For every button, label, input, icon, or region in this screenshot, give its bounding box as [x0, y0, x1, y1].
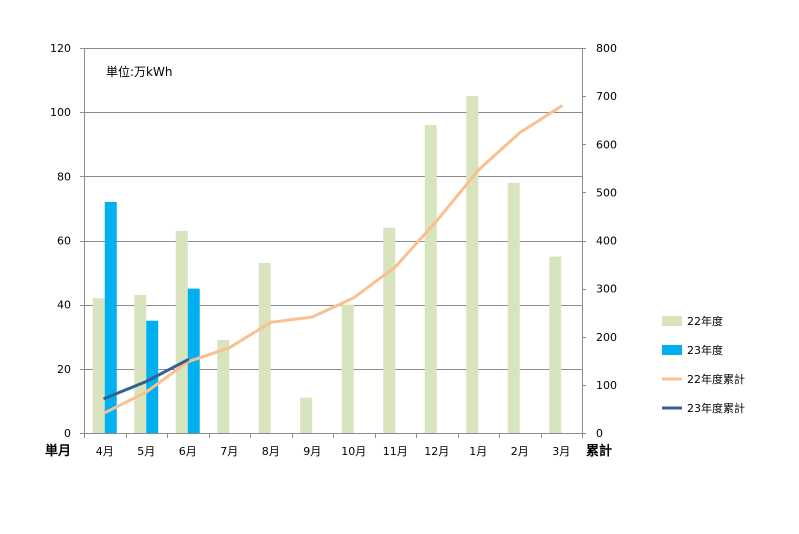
bar-fy23 — [104, 202, 117, 433]
line-fy22-cumulative — [103, 104, 563, 415]
bar-fy22 — [549, 256, 562, 433]
bar-fy22 — [175, 230, 188, 433]
x-tick-label: 2月 — [511, 445, 529, 458]
bars — [92, 96, 562, 433]
y-right-tick-label: 500 — [596, 186, 617, 199]
right-axis-title: 累計 — [586, 443, 612, 459]
x-tick-label: 12月 — [424, 445, 449, 458]
y-left-tick-label: 20 — [57, 363, 71, 376]
bar-fy22 — [258, 262, 271, 433]
legend-label: 23年度累計 — [687, 401, 745, 415]
bar-fy22 — [300, 397, 313, 433]
y-left-tick-label: 60 — [57, 235, 71, 248]
line-fy23-cumulative — [103, 358, 190, 400]
legend-label: 23年度 — [687, 343, 723, 357]
bar-fy22 — [507, 182, 520, 433]
bar-fy22 — [424, 125, 437, 433]
axes: 0 20 40 60 80 100 120 0 100 200 300 400 500 600 700 800… — [50, 42, 617, 458]
legend-swatch — [662, 316, 682, 326]
y-left-tick-label: 0 — [64, 427, 71, 440]
bar-fy22 — [134, 295, 147, 433]
legend: 22年度 23年度 22年度累計 23年度累計 — [662, 314, 745, 415]
y-right-tick-label: 100 — [596, 379, 617, 392]
bar-fy22 — [466, 96, 479, 433]
y-left-tick-label: 100 — [50, 106, 71, 119]
x-tick-label: 5月 — [137, 445, 155, 458]
legend-label: 22年度累計 — [687, 372, 745, 386]
x-tick-label: 1月 — [469, 445, 487, 458]
bar-fy22 — [341, 304, 354, 433]
lines — [103, 104, 563, 415]
x-tick-label: 10月 — [341, 445, 366, 458]
y-right-tick-label: 300 — [596, 283, 617, 296]
left-axis-title: 単月 — [45, 443, 71, 459]
x-tick-label: 3月 — [552, 445, 570, 458]
y-left-tick-label: 120 — [50, 42, 71, 55]
y-left-tick-label: 40 — [57, 299, 71, 312]
bar-fy22 — [383, 227, 396, 433]
y-right-tick-label: 0 — [596, 427, 603, 440]
legend-swatch — [662, 345, 682, 355]
x-tick-label: 6月 — [179, 445, 197, 458]
x-tick-label: 4月 — [96, 445, 114, 458]
x-tick-label: 7月 — [220, 445, 238, 458]
legend-label: 22年度 — [687, 314, 723, 328]
unit-annotation: 単位:万kWh — [106, 64, 172, 79]
gridlines — [84, 48, 582, 370]
y-right-tick-label: 600 — [596, 138, 617, 151]
y-right-tick-label: 400 — [596, 235, 617, 248]
x-tick-label: 11月 — [383, 445, 408, 458]
y-right-tick-label: 700 — [596, 90, 617, 103]
bar-fy22 — [217, 339, 230, 433]
bar-fy22 — [92, 298, 105, 433]
y-right-tick-label: 200 — [596, 331, 617, 344]
y-left-tick-label: 80 — [57, 170, 71, 183]
y-right-tick-label: 800 — [596, 42, 617, 55]
x-tick-label: 9月 — [303, 445, 321, 458]
x-tick-label: 8月 — [262, 445, 280, 458]
